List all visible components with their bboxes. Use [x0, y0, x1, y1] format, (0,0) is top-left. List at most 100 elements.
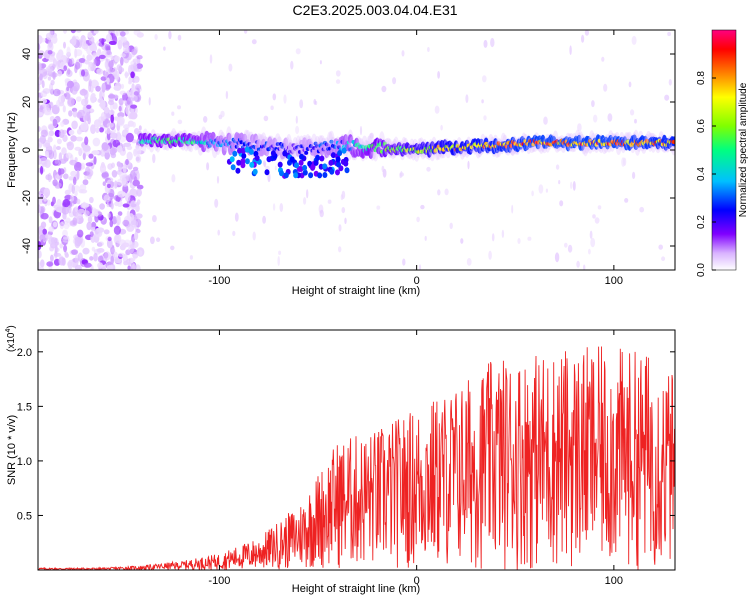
spectrogram-cell — [98, 241, 104, 246]
spectrogram-cell — [267, 172, 271, 183]
spectrogram-cell — [58, 256, 66, 266]
spectrogram-cell — [77, 109, 86, 119]
spectrogram-cell — [229, 156, 235, 163]
spectrogram-cell — [77, 229, 84, 238]
spectrogram-cell — [554, 252, 560, 263]
spectrogram-cell — [116, 64, 122, 71]
spectrogram-cell — [128, 97, 135, 102]
spectrogram-cell — [203, 116, 208, 123]
spectrogram-cell — [232, 150, 238, 157]
spectrogram-cell — [335, 169, 340, 176]
spectrogram-cell — [214, 198, 219, 208]
spectrogram-cell — [117, 112, 125, 118]
colorbar-tick-label: 0.2 — [696, 215, 707, 229]
spectrogram-cell — [91, 80, 100, 88]
spectrogram-cell — [50, 79, 55, 86]
spectrogram-cell — [64, 252, 69, 258]
spectrogram-cell — [99, 163, 107, 174]
spectrogram-cell — [38, 70, 43, 75]
spectrogram-cell — [336, 161, 341, 168]
spectrogram-cell — [64, 189, 71, 196]
spectrogram-cell — [131, 48, 138, 56]
spectrogram-cell — [61, 147, 67, 156]
colorbar-label: Normalized spectral amplitude — [738, 82, 749, 217]
spectrogram-cell — [38, 157, 42, 165]
spectrogram-cell — [71, 184, 76, 194]
spectrogram-cell — [39, 157, 48, 165]
spectrogram-cell — [44, 142, 51, 148]
spectrogram-cell — [249, 161, 255, 168]
spectrogram-cell — [279, 170, 284, 177]
spectrogram-cell — [121, 192, 127, 197]
spectrogram-cell — [597, 205, 602, 210]
spectrogram-cell — [93, 252, 98, 262]
spectrogram-cell — [71, 249, 79, 255]
spectrogram-cell — [381, 165, 385, 173]
spectrogram-cell — [55, 146, 61, 150]
spectrogram-cell — [122, 164, 127, 174]
spectrogram-cell — [107, 183, 111, 189]
spectrogram-cell — [110, 202, 114, 210]
spectrogram-cell — [126, 151, 133, 161]
spectrogram-cell — [134, 264, 141, 270]
spectrogram-cell — [116, 145, 123, 153]
spectrogram-cell — [95, 126, 100, 134]
spectrogram-cell — [206, 162, 210, 171]
spectrogram-cell — [270, 150, 276, 157]
spectrogram-cell — [424, 235, 427, 241]
spectrogram-cell — [302, 164, 308, 171]
spectrogram-cell — [272, 203, 276, 211]
spectrogram-cell — [317, 172, 323, 179]
spectrogram-cell — [86, 221, 92, 231]
spectrogram-cell — [61, 220, 69, 225]
spectrogram-cell — [40, 212, 49, 220]
spectrogram-cell — [88, 36, 95, 45]
spectrogram-cell — [86, 54, 93, 61]
spectrogram-cell — [87, 216, 93, 224]
spectrogram-cell — [632, 171, 636, 179]
spectrogram-cell — [109, 220, 114, 228]
spectrogram-cell — [483, 39, 488, 48]
spectrogram-cell — [119, 90, 127, 96]
spectrogram-cell — [65, 57, 69, 63]
spectrogram-cell — [328, 130, 335, 148]
spectrogram-cell — [45, 234, 52, 240]
spectrogram-cell — [113, 85, 121, 91]
spectrogram-cell — [113, 225, 121, 235]
spectrogram-cell — [72, 110, 78, 118]
spectrogram-cell — [152, 215, 157, 223]
spectrogram-cell — [94, 212, 99, 217]
spectrogram-cell — [559, 200, 564, 207]
spectrogram-cell — [327, 199, 332, 204]
spectrogram-cell — [328, 159, 334, 166]
spectrogram-cell — [133, 91, 139, 96]
spectrogram-cell — [272, 137, 278, 148]
spectrogram-cell — [171, 174, 176, 183]
spectrogram-cell — [319, 60, 322, 65]
spectrogram-cell — [47, 50, 53, 55]
spectrogram-cell — [241, 153, 247, 159]
spectrogram-cell — [93, 156, 97, 165]
spectrogram-cell — [72, 176, 77, 186]
spectrogram-cell — [71, 36, 77, 46]
spectrogram-cell — [128, 213, 135, 222]
spectrogram-cell — [264, 169, 270, 176]
spectrogram-cell — [89, 196, 94, 204]
spectrogram-cell — [133, 78, 138, 84]
spectrogram-cell — [73, 185, 80, 192]
spectrogram-cell — [482, 75, 487, 83]
spectrogram-cell — [108, 109, 115, 115]
colorbar-tick-label: 0.8 — [696, 71, 707, 85]
spectrogram-cell — [359, 125, 363, 136]
spectrogram-cell — [123, 260, 129, 266]
spectrogram-cell — [38, 140, 43, 149]
spectrogram-cell — [240, 147, 246, 154]
spectrogram-cell — [99, 127, 104, 133]
spectrogram-cell — [322, 172, 328, 178]
spectrogram-cell — [664, 94, 670, 101]
spectrogram-cell — [66, 46, 71, 56]
y-tick-label: 1.5 — [17, 401, 32, 413]
spectrogram-cell — [112, 35, 117, 41]
spectrogram-cell — [88, 82, 92, 92]
spectrogram-cell — [418, 264, 422, 270]
